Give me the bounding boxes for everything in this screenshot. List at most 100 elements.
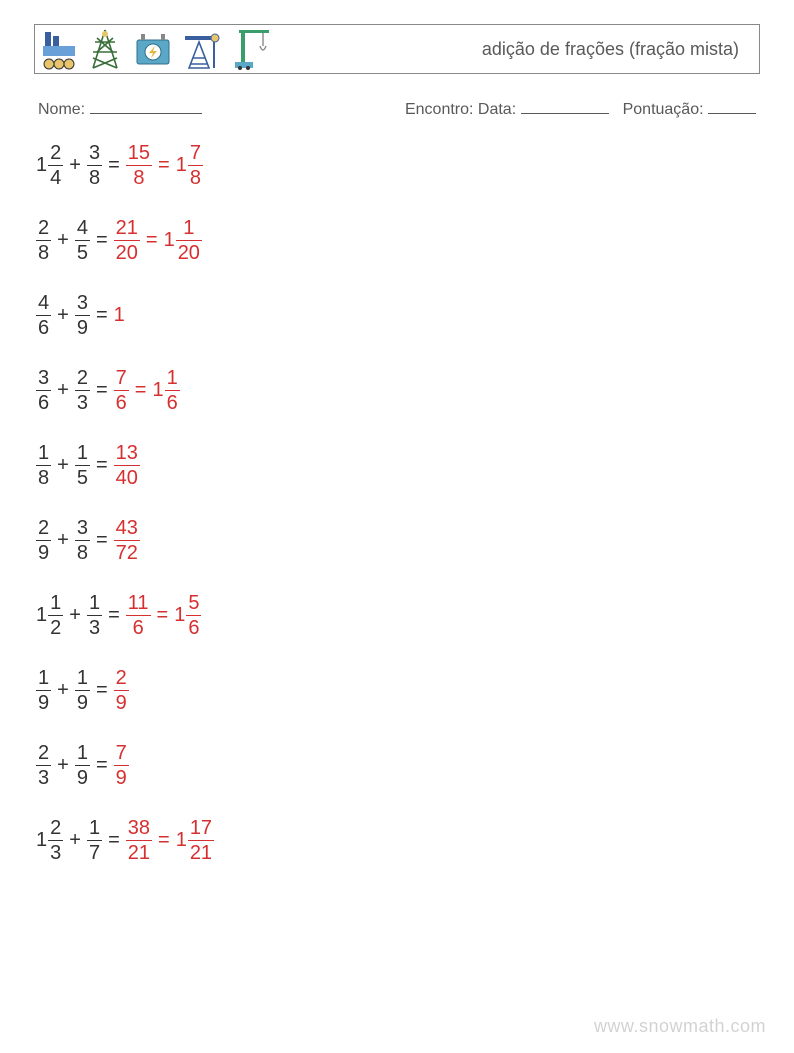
oil-pump-icon bbox=[183, 28, 223, 70]
fraction: 46 bbox=[36, 293, 51, 338]
equals-sign: = bbox=[96, 755, 108, 775]
problem-row: 112+13=116=156 bbox=[36, 593, 760, 638]
power-tower-icon bbox=[87, 28, 123, 70]
fraction: 36 bbox=[36, 368, 51, 413]
fraction: 15 bbox=[75, 443, 90, 488]
denominator: 6 bbox=[165, 393, 180, 413]
denominator: 3 bbox=[36, 768, 51, 788]
problem-row: 28+45=2120=1120 bbox=[36, 218, 760, 263]
denominator: 9 bbox=[36, 693, 51, 713]
problem-list: 124+38=158=17828+45=2120=112046+39=136+2… bbox=[36, 143, 760, 863]
plus-sign: + bbox=[57, 305, 69, 325]
numerator: 7 bbox=[114, 368, 129, 388]
whole-part: 1 bbox=[152, 380, 163, 400]
answer: 1340 bbox=[114, 443, 140, 488]
fraction: 56 bbox=[186, 593, 201, 638]
fraction: 19 bbox=[36, 668, 51, 713]
denominator: 9 bbox=[75, 318, 90, 338]
denominator: 3 bbox=[75, 393, 90, 413]
denominator: 7 bbox=[87, 843, 102, 863]
equals-sign: = bbox=[96, 680, 108, 700]
fraction: 18 bbox=[36, 443, 51, 488]
fraction: 13 bbox=[87, 593, 102, 638]
equals-sign: = bbox=[96, 305, 108, 325]
problem-row: 18+15=1340 bbox=[36, 443, 760, 488]
whole-part: 1 bbox=[36, 605, 47, 625]
numerator: 1 bbox=[75, 668, 90, 688]
denominator: 21 bbox=[126, 843, 152, 863]
equals-sign: = bbox=[96, 530, 108, 550]
equals-sign: = bbox=[96, 230, 108, 250]
denominator: 6 bbox=[114, 393, 129, 413]
denominator: 9 bbox=[114, 693, 129, 713]
watermark: www.snowmath.com bbox=[594, 1016, 766, 1037]
equals-sign: = bbox=[157, 605, 169, 625]
plus-sign: + bbox=[69, 605, 81, 625]
fraction: 23 bbox=[36, 743, 51, 788]
fraction: 24 bbox=[48, 143, 63, 188]
denominator: 6 bbox=[186, 618, 201, 638]
numerator: 21 bbox=[114, 218, 140, 238]
denominator: 3 bbox=[48, 843, 63, 863]
fraction: 28 bbox=[36, 218, 51, 263]
denominator: 8 bbox=[36, 468, 51, 488]
denominator: 9 bbox=[36, 543, 51, 563]
fraction: 158 bbox=[126, 143, 152, 188]
equals-sign: = bbox=[108, 155, 120, 175]
answer: 2120=1120 bbox=[114, 218, 202, 263]
denominator: 9 bbox=[114, 768, 129, 788]
numerator: 38 bbox=[126, 818, 152, 838]
fraction: 29 bbox=[36, 518, 51, 563]
numerator: 7 bbox=[114, 743, 129, 763]
fraction: 23 bbox=[48, 818, 63, 863]
denominator: 2 bbox=[48, 618, 63, 638]
fraction: 3821 bbox=[126, 818, 152, 863]
denominator: 20 bbox=[176, 243, 202, 263]
numerator: 1 bbox=[181, 218, 196, 238]
name-label: Nome: bbox=[38, 101, 85, 118]
answer: 4372 bbox=[114, 518, 140, 563]
plus-sign: + bbox=[57, 455, 69, 475]
plus-sign: + bbox=[57, 380, 69, 400]
denominator: 8 bbox=[87, 168, 102, 188]
problem-row: 124+38=158=178 bbox=[36, 143, 760, 188]
denominator: 20 bbox=[114, 243, 140, 263]
plus-sign: + bbox=[57, 680, 69, 700]
whole-part: 1 bbox=[176, 830, 187, 850]
whole-part: 1 bbox=[176, 155, 187, 175]
fraction: 39 bbox=[75, 293, 90, 338]
fraction: 12 bbox=[48, 593, 63, 638]
answer: 29 bbox=[114, 668, 129, 713]
answer: 11 6 =156 bbox=[126, 593, 202, 638]
fraction: 79 bbox=[114, 743, 129, 788]
denominator: 8 bbox=[188, 168, 203, 188]
numerator: 11 bbox=[126, 593, 151, 613]
fraction: 19 bbox=[75, 668, 90, 713]
fraction: 38 bbox=[87, 143, 102, 188]
denominator: 40 bbox=[114, 468, 140, 488]
problem-row: 19+19=29 bbox=[36, 668, 760, 713]
numerator: 1 bbox=[36, 668, 51, 688]
denominator: 72 bbox=[114, 543, 140, 563]
name-blank bbox=[90, 96, 202, 114]
numerator: 1 bbox=[75, 443, 90, 463]
score-label: Pontuação: bbox=[623, 101, 704, 118]
fraction: 45 bbox=[75, 218, 90, 263]
numerator: 4 bbox=[75, 218, 90, 238]
fraction: 38 bbox=[75, 518, 90, 563]
answer: 79 bbox=[114, 743, 129, 788]
numerator: 2 bbox=[75, 368, 90, 388]
fraction: 120 bbox=[176, 218, 202, 263]
factory-icon bbox=[41, 30, 77, 70]
denominator: 9 bbox=[75, 768, 90, 788]
numerator: 15 bbox=[126, 143, 152, 163]
fraction: 1340 bbox=[114, 443, 140, 488]
numerator: 43 bbox=[114, 518, 140, 538]
plus-sign: + bbox=[57, 530, 69, 550]
fraction: 78 bbox=[188, 143, 203, 188]
denominator: 6 bbox=[36, 318, 51, 338]
crane-icon bbox=[233, 28, 273, 70]
whole-part: 1 bbox=[174, 605, 185, 625]
numerator: 2 bbox=[36, 218, 51, 238]
equals-sign: = bbox=[158, 155, 170, 175]
